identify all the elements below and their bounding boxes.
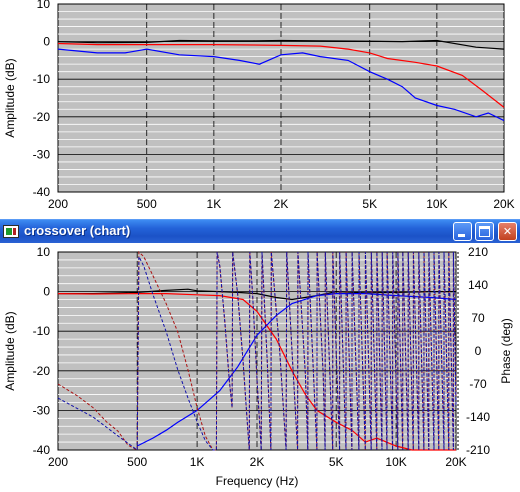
bottom-x-tick-label: 500 [127, 455, 147, 469]
top-x-tick-label: 1K [207, 197, 222, 211]
bottom-phase-tick-label: 70 [471, 311, 485, 325]
top-y-tick-label: 0 [43, 35, 50, 49]
bottom-x-tick-label: 1K [190, 455, 205, 469]
top-grid [58, 3, 504, 193]
top-y-tick-label: -30 [33, 147, 51, 161]
bottom-y-tick-label: -20 [33, 364, 51, 378]
bottom-series-red-line [57, 292, 456, 451]
bottom-phase-tick-label: -140 [466, 410, 490, 424]
bottom-series-blue-line [136, 292, 457, 447]
maximize-button[interactable] [475, 222, 494, 241]
top-x-tick-label: 200 [48, 197, 68, 211]
top-series-black-line [57, 39, 505, 50]
window-title-bar[interactable]: crossover (chart) ✕ [0, 219, 520, 243]
bottom-y-tick-label: -10 [33, 324, 51, 338]
bottom-series-black-line [58, 288, 456, 301]
top-series [57, 39, 505, 122]
bottom-y-tick-label: -40 [33, 443, 51, 457]
bottom-y-tick-label: 0 [43, 285, 50, 299]
minimize-icon [458, 234, 465, 237]
top-series-red-line [57, 42, 505, 108]
bottom-y-axis-title: Amplitude (dB) [3, 311, 17, 390]
top-x-tick-label: 10K [426, 197, 447, 211]
bottom-phase-tick-label: 210 [468, 245, 488, 259]
bottom-series-phase_blue-phase-line [57, 251, 457, 451]
minimize-button[interactable] [453, 222, 472, 241]
top-y-axis-title: Amplitude (dB) [3, 58, 17, 137]
phase-axis-title: Phase (deg) [499, 318, 513, 383]
bottom-x-tick-label: 10K [385, 455, 406, 469]
top-x-tick-label: 5K [362, 197, 377, 211]
maximize-icon [479, 226, 490, 237]
bottom-phase-tick-label: 0 [475, 344, 482, 358]
bottom-x-tick-label: 20K [445, 455, 466, 469]
bottom-series [57, 250, 457, 451]
close-button[interactable]: ✕ [498, 222, 517, 241]
close-icon: ✕ [502, 225, 513, 238]
top-series-blue-line [57, 48, 505, 122]
bottom-x-tick-label: 200 [48, 455, 68, 469]
x-axis-title: Frequency (Hz) [216, 474, 299, 488]
top-y-tick-label: -20 [33, 110, 51, 124]
bottom-phase-tick-label: 140 [468, 278, 488, 292]
top-x-tick-label: 2K [274, 197, 289, 211]
bottom-x-tick-label: 5K [329, 455, 344, 469]
top-y-tick-label: -10 [33, 72, 51, 86]
bottom-grid [58, 251, 456, 451]
top-x-tick-label: 500 [137, 197, 157, 211]
bottom-y-tick-label: 10 [37, 245, 51, 259]
bottom-phase-tick-label: -70 [469, 377, 487, 391]
bottom-y-tick-label: -30 [33, 403, 51, 417]
top-x-tick-label: 20K [493, 197, 514, 211]
bottom-x-tick-label: 2K [250, 455, 265, 469]
bottom-phase-tick-label: -210 [466, 443, 490, 457]
top-y-tick-label: -40 [33, 185, 51, 199]
chart-app-icon[interactable] [3, 225, 19, 238]
window-title: crossover (chart) [24, 223, 131, 238]
top-y-tick-label: 10 [37, 0, 51, 11]
